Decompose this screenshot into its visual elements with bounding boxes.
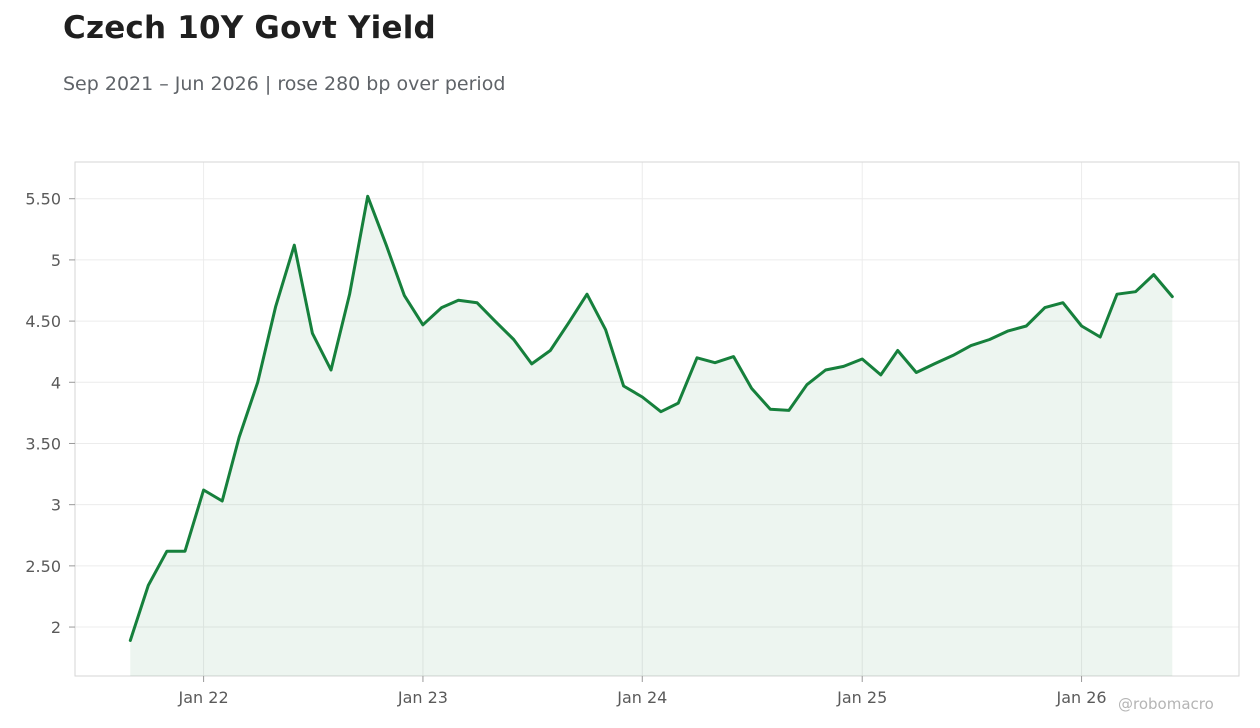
area-fill [130,196,1173,677]
x-tick-label: Jan 22 [178,688,229,707]
grid [75,162,1239,676]
y-tick-label: 5.50 [25,190,61,209]
y-tick-label: 2 [51,618,61,637]
x-axis-ticks: Jan 22 Jan 23 Jan 24 Jan 25 Jan 26 [178,676,1107,707]
chart-subtitle: Sep 2021 – Jun 2026 | rose 280 bp over p… [63,73,506,95]
watermark: @robomacro [1118,695,1214,713]
chart-title: Czech 10Y Govt Yield [63,10,436,46]
y-tick-label: 2.50 [25,557,61,576]
plot-frame [74,161,1240,677]
yield-line [128,194,1174,642]
x-tick-label: Jan 24 [616,688,667,707]
y-tick-label: 5 [51,251,61,270]
y-axis-ticks: 2 2.50 3 3.50 4 4.50 5 5.50 [25,190,75,637]
y-tick-label: 4.50 [25,312,61,331]
y-tick-label: 3.50 [25,434,61,453]
x-tick-label: Jan 25 [836,688,887,707]
y-tick-label: 3 [51,496,61,515]
y-tick-label: 4 [51,373,61,392]
x-tick-label: Jan 23 [397,688,448,707]
x-tick-label: Jan 26 [1056,688,1107,707]
